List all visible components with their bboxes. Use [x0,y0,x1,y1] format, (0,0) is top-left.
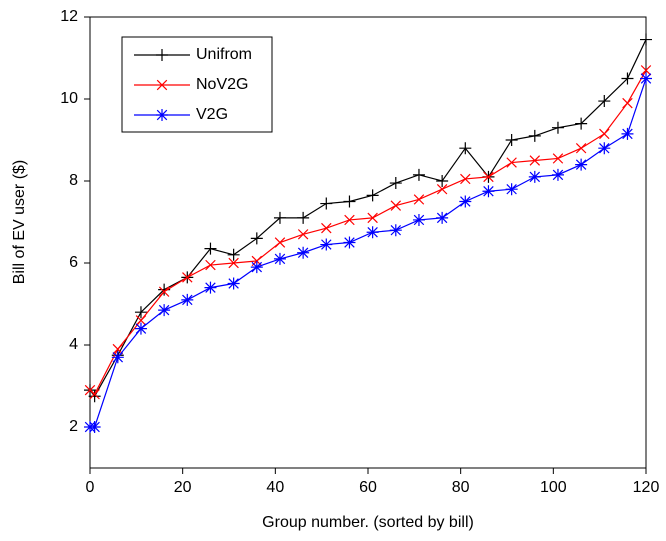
point-marker [640,72,652,85]
point-marker [640,65,652,76]
point-marker [297,246,310,259]
point-marker [436,211,449,224]
point-marker [367,212,378,224]
point-marker [366,226,379,239]
series-line [89,70,647,396]
point-marker [459,142,472,155]
point-marker [551,168,564,181]
point-marker [343,195,356,208]
y-tick-label: 10 [60,90,78,107]
point-marker [111,351,124,364]
point-marker [227,248,240,261]
point-marker [158,304,171,317]
point-marker [552,153,564,164]
point-marker [321,222,332,234]
point-marker [182,272,193,283]
x-tick-label: 40 [266,479,284,496]
point-marker [250,232,263,245]
point-marker [344,214,355,226]
point-marker [88,421,101,433]
point-marker [505,183,518,196]
point-marker [412,213,425,226]
legend-marker [156,79,168,91]
x-tick-label: 60 [359,479,377,496]
x-tick-label: 0 [86,479,95,496]
point-marker [250,261,263,274]
point-marker [575,142,587,154]
point-marker [181,293,194,306]
point-marker [297,229,309,240]
point-marker [273,211,286,224]
x-tick-label: 120 [633,479,660,496]
point-marker [506,157,517,168]
point-marker [640,33,652,46]
y-tick-label: 4 [69,336,78,353]
point-marker [89,388,100,400]
point-marker [366,189,379,202]
point-marker [460,173,471,185]
point-marker [297,211,310,224]
point-marker [575,117,588,130]
point-marker [505,134,518,146]
point-marker [134,322,147,335]
y-tick-label: 2 [69,418,78,435]
point-marker [135,315,147,326]
x-axis-label: Group number. (sorted by bill) [262,514,474,531]
legend-marker [156,109,168,121]
point-marker [459,195,472,208]
point-marker [390,200,402,211]
x-tick-label: 80 [452,479,470,496]
point-marker [320,197,333,210]
point-marker [343,236,356,249]
legend-label: NoV2G [196,76,248,93]
y-tick-label: 12 [60,8,78,25]
point-marker [622,97,633,109]
y-tick-label: 8 [69,172,78,189]
point-marker [158,286,170,297]
point-marker [204,281,217,294]
legend-marker [156,49,168,61]
point-marker [274,237,286,248]
point-marker [483,171,494,183]
point-marker [412,168,425,181]
point-marker [273,252,286,265]
point-marker [228,257,239,269]
point-marker [529,155,541,166]
point-marker [528,170,541,183]
point-marker [389,177,402,190]
x-tick-label: 20 [174,479,192,496]
legend-label: V2G [196,106,228,123]
point-marker [482,185,495,198]
point-marker [436,183,448,195]
point-marker [227,277,240,290]
y-tick-label: 6 [69,254,78,271]
point-marker [598,142,611,155]
point-marker [551,121,564,134]
point-marker [621,127,634,140]
point-marker [88,390,101,403]
point-marker [205,259,216,271]
point-marker [112,343,124,355]
point-marker [204,242,217,255]
point-marker [621,72,634,85]
point-marker [598,95,611,108]
point-marker [528,129,541,142]
x-tick-label: 100 [540,479,567,496]
legend-label: Unifrom [196,46,252,63]
y-axis-label: Bill of EV user ($) [11,160,28,284]
point-marker [389,224,402,237]
point-marker [599,128,610,140]
point-marker [413,194,425,205]
point-marker [134,306,147,319]
point-marker [436,175,449,187]
point-marker [575,158,588,171]
point-marker [320,238,333,251]
